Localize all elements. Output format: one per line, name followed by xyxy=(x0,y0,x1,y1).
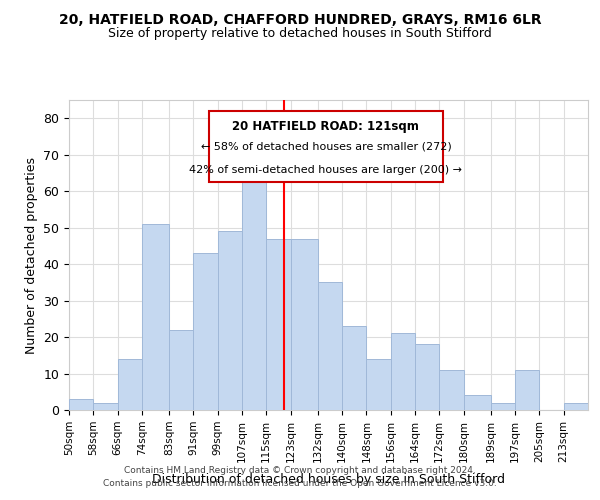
Text: 20 HATFIELD ROAD: 121sqm: 20 HATFIELD ROAD: 121sqm xyxy=(232,120,419,133)
Bar xyxy=(93,402,118,410)
Bar xyxy=(515,370,539,410)
Bar xyxy=(193,253,218,410)
Bar xyxy=(391,334,415,410)
Bar xyxy=(415,344,439,410)
Y-axis label: Number of detached properties: Number of detached properties xyxy=(25,156,38,354)
Bar xyxy=(564,402,588,410)
X-axis label: Distribution of detached houses by size in South Stifford: Distribution of detached houses by size … xyxy=(152,473,505,486)
Bar xyxy=(342,326,367,410)
FancyBboxPatch shape xyxy=(209,111,443,182)
Bar xyxy=(69,399,93,410)
Bar xyxy=(266,238,290,410)
Bar xyxy=(242,180,266,410)
Bar xyxy=(464,396,491,410)
Bar xyxy=(169,330,193,410)
Bar xyxy=(218,232,242,410)
Text: Contains HM Land Registry data © Crown copyright and database right 2024.
Contai: Contains HM Land Registry data © Crown c… xyxy=(103,466,497,487)
Text: ← 58% of detached houses are smaller (272): ← 58% of detached houses are smaller (27… xyxy=(200,142,451,152)
Text: 20, HATFIELD ROAD, CHAFFORD HUNDRED, GRAYS, RM16 6LR: 20, HATFIELD ROAD, CHAFFORD HUNDRED, GRA… xyxy=(59,12,541,26)
Bar xyxy=(439,370,464,410)
Bar xyxy=(290,238,318,410)
Bar xyxy=(318,282,342,410)
Bar xyxy=(367,359,391,410)
Bar xyxy=(491,402,515,410)
Text: Size of property relative to detached houses in South Stifford: Size of property relative to detached ho… xyxy=(108,28,492,40)
Bar xyxy=(142,224,169,410)
Text: 42% of semi-detached houses are larger (200) →: 42% of semi-detached houses are larger (… xyxy=(190,165,463,175)
Bar xyxy=(118,359,142,410)
